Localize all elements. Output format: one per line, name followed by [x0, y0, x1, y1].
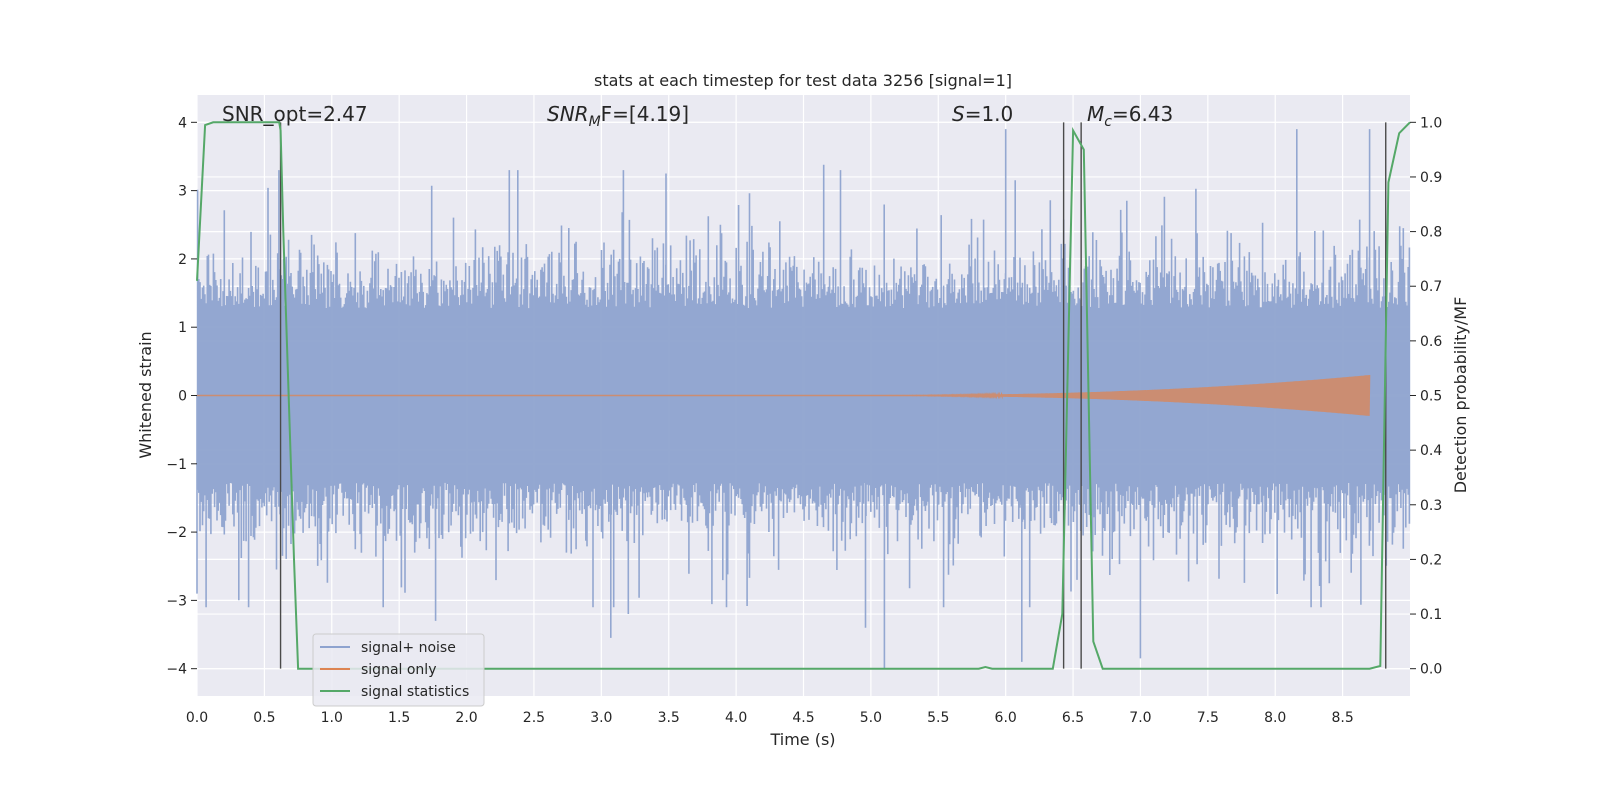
- x-tick-label: 8.5: [1331, 710, 1353, 726]
- x-tick-label: 3.0: [590, 710, 612, 726]
- x-tick-label: 7.5: [1197, 710, 1219, 726]
- annotation-snr-mf-sub: M: [589, 114, 601, 130]
- legend-box: [312, 633, 485, 707]
- x-tick-label: 4.5: [792, 710, 814, 726]
- annotation-s: S=1.0: [952, 102, 1013, 126]
- x-tick-label: 5.5: [927, 710, 949, 726]
- x-tick-label: 1.0: [321, 710, 343, 726]
- annotation-mc-tail: =6.43: [1112, 102, 1173, 126]
- x-tick-label: 3.5: [658, 710, 680, 726]
- series-signal-only: [197, 374, 1371, 416]
- x-axis-label: Time (s): [769, 730, 835, 749]
- annotation-mc: Mc=6.43: [1087, 102, 1173, 130]
- annotation-s-tail: =1.0: [965, 102, 1014, 126]
- y-left-tick-label: −4: [166, 662, 187, 678]
- x-tick-label: 4.0: [725, 710, 747, 726]
- plot-area: [196, 121, 1411, 670]
- x-tick-label: 2.5: [523, 710, 545, 726]
- x-tick-label: 0.5: [253, 710, 275, 726]
- y-left-tick-label: 4: [178, 115, 187, 131]
- annotation-snr-mf-main: SNR: [547, 102, 589, 126]
- x-tick-label: 6.5: [1062, 710, 1084, 726]
- x-tick-label: 1.5: [388, 710, 410, 726]
- y-left-tick-label: 1: [178, 320, 187, 336]
- y-right-tick-label: 0.1: [1420, 607, 1442, 623]
- x-tick-label: 0.0: [186, 710, 208, 726]
- x-tick-label: 5.0: [860, 710, 882, 726]
- y-right-tick-label: 0.8: [1420, 225, 1442, 241]
- y-axis-label-right: Detection probability/MF: [1451, 297, 1470, 494]
- y-right-tick-label: 0.3: [1420, 498, 1442, 514]
- x-tick-label: 6.0: [995, 710, 1017, 726]
- annotation-s-main: S: [952, 102, 965, 126]
- annotation-snr-mf: SNRMF=[4.19]: [547, 102, 689, 130]
- x-tick-label: 7.0: [1129, 710, 1151, 726]
- series-signal-statistics: [196, 121, 1411, 670]
- legend-label-signal-statistics: signal statistics: [361, 684, 469, 700]
- annotation-snr-opt: SNR_opt=2.47: [222, 102, 368, 126]
- y-right-tick-label: 0.0: [1420, 662, 1442, 678]
- x-tick-label: 8.0: [1264, 710, 1286, 726]
- y-left-tick-label: −1: [166, 457, 187, 473]
- axes: 0.0 0.5 1.0 1.5 2.0 2.5 3.0 3.5 4.0 4.5 5.0 5.5 6.0 6…: [166, 115, 1442, 726]
- legend: signal+ noise signal only signal statist…: [312, 633, 485, 707]
- y-left-tick-label: 2: [178, 252, 187, 268]
- annotation-snr-mf-tail: F=[4.19]: [601, 102, 689, 126]
- annotation-mc-main: M: [1087, 102, 1104, 126]
- chart-title: stats at each timestep for test data 325…: [594, 71, 1012, 90]
- y-right-tick-label: 0.7: [1420, 279, 1442, 295]
- x-tick-label: 2.0: [455, 710, 477, 726]
- y-axis-label-left: Whitened strain: [136, 331, 155, 458]
- y-right-tick-label: 0.5: [1420, 389, 1442, 405]
- legend-label-signal-only: signal only: [361, 662, 436, 678]
- y-left-tick-label: −3: [166, 593, 187, 609]
- y-left-tick-label: −2: [166, 525, 187, 541]
- annotation-mc-sub: c: [1104, 114, 1112, 130]
- y-right-tick-label: 0.6: [1420, 334, 1442, 350]
- y-right-tick-label: 1.0: [1420, 115, 1442, 131]
- y-left-tick-label: 0: [178, 389, 187, 405]
- legend-label-signal-noise: signal+ noise: [361, 640, 456, 656]
- y-right-tick-label: 0.4: [1420, 443, 1442, 459]
- y-right-tick-label: 0.9: [1420, 170, 1442, 186]
- y-right-tick-label: 0.2: [1420, 552, 1442, 568]
- y-left-tick-label: 3: [178, 184, 187, 200]
